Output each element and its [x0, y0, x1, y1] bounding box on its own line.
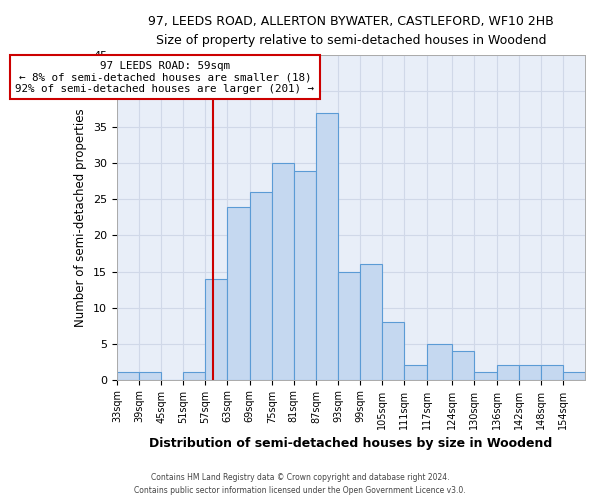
- Title: 97, LEEDS ROAD, ALLERTON BYWATER, CASTLEFORD, WF10 2HB
Size of property relative: 97, LEEDS ROAD, ALLERTON BYWATER, CASTLE…: [148, 15, 554, 47]
- Bar: [563, 372, 585, 380]
- X-axis label: Distribution of semi-detached houses by size in Woodend: Distribution of semi-detached houses by …: [149, 437, 553, 450]
- Bar: [250, 192, 272, 380]
- Bar: [541, 366, 563, 380]
- Bar: [427, 344, 452, 380]
- Bar: [497, 366, 518, 380]
- Bar: [475, 372, 497, 380]
- Bar: [360, 264, 382, 380]
- Bar: [518, 366, 541, 380]
- Bar: [294, 170, 316, 380]
- Bar: [227, 206, 250, 380]
- Bar: [338, 272, 360, 380]
- Bar: [139, 372, 161, 380]
- Bar: [316, 113, 338, 380]
- Bar: [404, 366, 427, 380]
- Text: Contains HM Land Registry data © Crown copyright and database right 2024.
Contai: Contains HM Land Registry data © Crown c…: [134, 473, 466, 495]
- Bar: [183, 372, 205, 380]
- Bar: [452, 351, 475, 380]
- Y-axis label: Number of semi-detached properties: Number of semi-detached properties: [74, 108, 88, 326]
- Bar: [117, 372, 139, 380]
- Bar: [205, 278, 227, 380]
- Bar: [382, 322, 404, 380]
- Bar: [272, 164, 294, 380]
- Text: 97 LEEDS ROAD: 59sqm
← 8% of semi-detached houses are smaller (18)
92% of semi-d: 97 LEEDS ROAD: 59sqm ← 8% of semi-detach…: [16, 61, 314, 94]
